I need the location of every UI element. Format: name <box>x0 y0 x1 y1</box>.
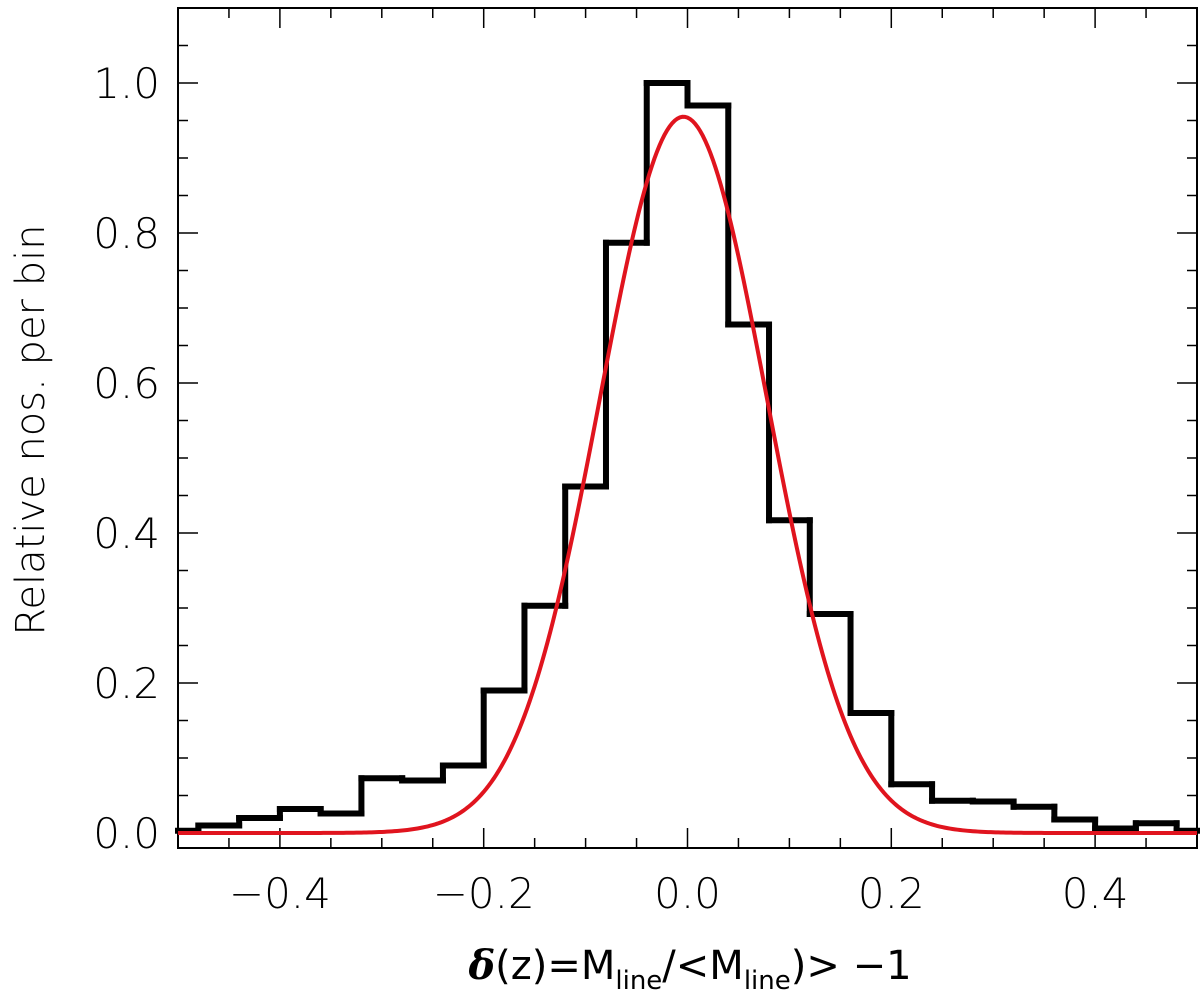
y-tick-label: 0.2 <box>93 659 160 708</box>
x-axis-label-tail: )> −1 <box>790 943 912 989</box>
plot-border <box>177 7 1198 849</box>
histogram-series <box>175 80 1200 834</box>
x-tick-label: −0.4 <box>229 869 331 918</box>
x-tick-label: 0.4 <box>1062 869 1129 918</box>
series-layer <box>175 80 1200 835</box>
y-tick-label: 0.0 <box>93 809 160 858</box>
x-tick-labels: −0.4 −0.2 0.0 0.2 0.4 <box>229 869 1129 918</box>
y-axis-label: Relative nos. per bin <box>8 224 54 635</box>
x-axis-label-symbol: δ <box>468 942 496 989</box>
x-tick-label: 0.2 <box>858 869 925 918</box>
x-axis-label-arg: (z) <box>495 943 548 989</box>
x-axis-label-eq: =M <box>547 943 616 989</box>
x-axis-label-sub2: line <box>743 966 791 996</box>
plot-frame <box>177 7 1198 849</box>
y-tick-label: 0.8 <box>93 209 160 258</box>
x-tick-label: 0.0 <box>654 869 721 918</box>
y-tick-labels: 0.0 0.2 0.4 0.6 0.8 1.0 <box>93 59 160 858</box>
axis-ticks <box>177 7 1198 848</box>
x-axis-label: δ(z)=Mline/<Mline)> −1 <box>0 942 1200 996</box>
x-axis-label-sub1: line <box>615 966 663 996</box>
y-tick-label: 1.0 <box>93 59 160 108</box>
x-tick-label: −0.2 <box>433 869 535 918</box>
y-tick-label: 0.4 <box>93 509 160 558</box>
gaussian-fit-curve <box>178 114 1197 835</box>
y-tick-label: 0.6 <box>93 359 160 408</box>
x-axis-label-mid: /<M <box>662 943 744 989</box>
